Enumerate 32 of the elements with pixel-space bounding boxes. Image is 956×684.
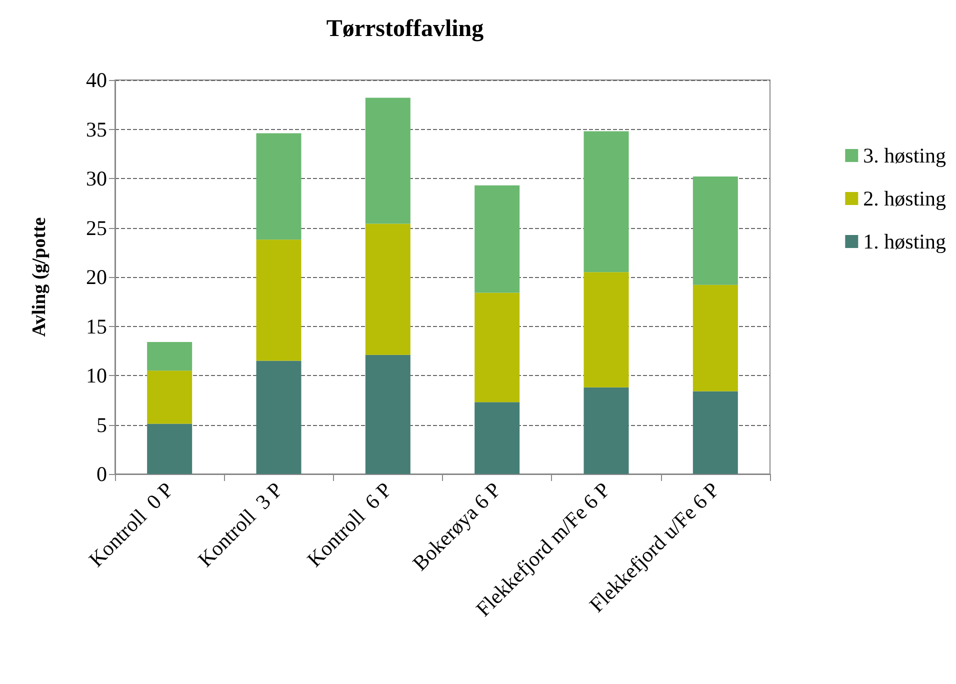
y-tick-label: 20 <box>86 265 107 289</box>
legend-label: 3. høsting <box>863 144 946 168</box>
bar <box>147 424 192 474</box>
bar <box>584 272 629 388</box>
bar <box>365 354 410 474</box>
bar <box>584 387 629 474</box>
bar <box>365 98 410 224</box>
bar <box>474 185 520 293</box>
bar <box>256 360 302 474</box>
y-tick-label: 5 <box>96 412 107 437</box>
bar <box>256 240 302 361</box>
y-tick-label: 0 <box>96 462 107 486</box>
y-axis-title: Avling (g/potte <box>29 217 50 337</box>
bar <box>474 402 520 474</box>
chart-title: Tørrstoffavling <box>326 16 484 42</box>
y-tick-label: 10 <box>86 364 107 388</box>
bar <box>692 176 738 285</box>
y-tick-label: 30 <box>86 166 107 190</box>
bar <box>474 292 520 402</box>
legend-label: 2. høsting <box>863 186 946 210</box>
bar <box>584 131 629 272</box>
bar <box>147 370 192 424</box>
legend-label: 1. høsting <box>863 230 946 254</box>
y-tick-label: 40 <box>86 68 107 92</box>
y-tick-label: 25 <box>86 216 107 240</box>
y-tick-label: 35 <box>86 117 107 142</box>
bar <box>692 284 738 392</box>
bar <box>692 391 738 474</box>
y-tick-label: 15 <box>86 314 107 338</box>
bar <box>256 133 302 240</box>
bar <box>365 224 410 355</box>
bar <box>147 342 192 371</box>
